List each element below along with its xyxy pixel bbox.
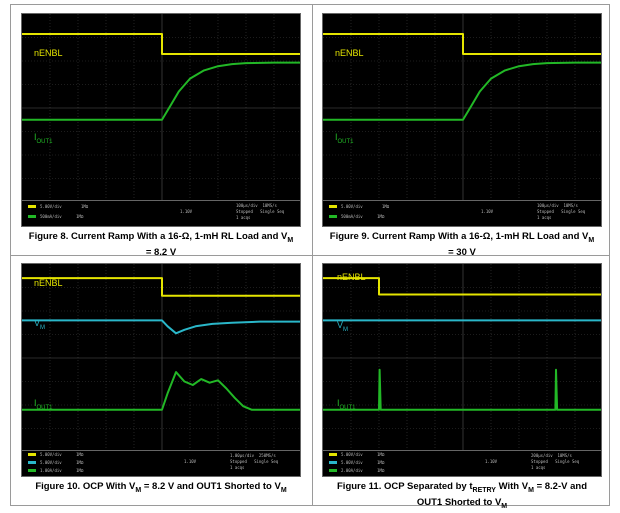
figure-grid: nENBL IOUT1 5.00V/div 1MΩ 500mA/div 1MΩ … [10,4,610,510]
scope-plot-fig11 [323,264,601,450]
label-iout1: IOUT1 [337,398,356,411]
scope-plot-fig9 [323,14,601,200]
trace-iout1 [22,61,300,121]
panel-fig8: nENBL IOUT1 5.00V/div 1MΩ 500mA/div 1MΩ … [15,9,307,258]
label-iout1: IOUT1 [34,398,53,411]
trace-iout1 [22,371,300,411]
trace-iout1 [323,61,601,121]
panel-fig11: nENBL VM IOUT1 5.00V/div 1MΩ 5.00V/div 1… [316,259,608,510]
label-vm: VM [34,318,46,331]
scope-status-bar: 5.00V/div 1MΩ 5.00V/div 1MΩ 1.00A/div 1M… [21,451,301,477]
caption-fig10: Figure 10. OCP With VM = 8.2 V and OUT1 … [35,481,287,494]
label-iout1: IOUT1 [34,132,53,145]
scope-status-bar: 5.00V/div 1MΩ 500mA/div 1MΩ 1.10V 100µs/… [322,201,602,227]
label-nenbl: nENBL [337,272,366,282]
label-nenbl: nENBL [34,48,63,58]
scope-screen-fig11: nENBL VM IOUT1 [322,263,602,451]
caption-fig9: Figure 9. Current Ramp With a 16-Ω, 1-mH… [329,231,595,258]
scope-plot-fig8 [22,14,300,200]
label-nenbl: nENBL [34,278,63,288]
scope-status-bar: 5.00V/div 1MΩ 500mA/div 1MΩ 1.10V 100µs/… [21,201,301,227]
trace-nenbl [323,33,601,55]
label-vm: VM [337,320,349,333]
panel-fig9: nENBL IOUT1 5.00V/div 1MΩ 500mA/div 1MΩ … [316,9,608,258]
trace-nenbl [323,277,601,296]
trace-vm [22,319,300,335]
panel-fig10: nENBL VM IOUT1 5.00V/div 1MΩ 5.00V/div 1… [15,259,307,503]
divider-horizontal [11,255,609,256]
trace-nenbl [22,33,300,55]
scope-status-bar: 5.00V/div 1MΩ 5.00V/div 1MΩ 2.00A/div 1M… [322,451,602,477]
scope-screen-fig8: nENBL IOUT1 [21,13,301,201]
caption-fig8: Figure 8. Current Ramp With a 16-Ω, 1-mH… [28,231,294,258]
label-iout1: IOUT1 [335,132,354,145]
label-nenbl: nENBL [335,48,364,58]
scope-screen-fig9: nENBL IOUT1 [322,13,602,201]
caption-fig11: Figure 11. OCP Separated by tRETRY With … [337,481,587,510]
trace-iout1 [323,368,601,411]
scope-screen-fig10: nENBL VM IOUT1 [21,263,301,451]
scope-plot-fig10 [22,264,300,450]
trace-nenbl [22,277,300,297]
